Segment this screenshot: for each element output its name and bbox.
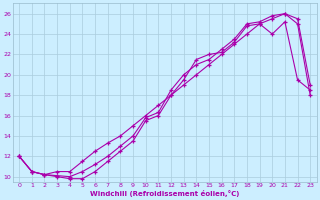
X-axis label: Windchill (Refroidissement éolien,°C): Windchill (Refroidissement éolien,°C) (90, 190, 239, 197)
